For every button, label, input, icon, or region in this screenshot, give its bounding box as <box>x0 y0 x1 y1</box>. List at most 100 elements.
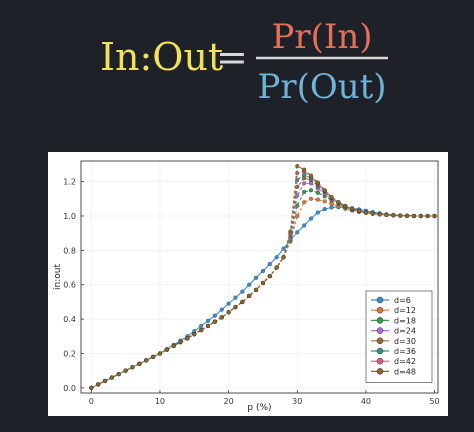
line-chart: 0 10 20 30 40 50 0.00.20.40.60.81.01.2 p (%) … <box>53 160 440 413</box>
data-point <box>315 190 320 195</box>
legend-item: d=42 <box>371 357 416 366</box>
data-point <box>199 328 204 333</box>
data-point <box>233 295 238 300</box>
data-point <box>308 181 314 186</box>
legend-marker <box>376 327 384 334</box>
formula-equals: = <box>216 35 248 79</box>
data-point <box>192 332 197 337</box>
data-point <box>308 216 314 221</box>
data-point <box>274 265 279 270</box>
formula-header: In:Out = Pr(In) Pr(Out) <box>100 17 388 107</box>
data-point <box>164 347 169 352</box>
data-point <box>281 246 286 251</box>
data-point <box>205 323 211 329</box>
legend-item: d=30 <box>371 337 416 346</box>
data-point <box>384 212 389 217</box>
data-point <box>405 213 410 218</box>
legend-item: d=18 <box>371 316 416 325</box>
data-point <box>308 173 314 178</box>
data-point <box>123 368 128 373</box>
data-point <box>254 287 259 292</box>
data-point <box>302 189 307 194</box>
data-point <box>377 212 382 217</box>
data-point <box>315 180 320 185</box>
legend-label: d=30 <box>394 337 416 346</box>
legend-item: d=12 <box>371 306 416 315</box>
data-point <box>102 378 108 384</box>
data-point <box>302 181 307 186</box>
data-point <box>274 255 279 260</box>
data-point <box>295 170 300 176</box>
data-point <box>247 282 252 287</box>
legend-label: d=48 <box>394 367 416 376</box>
x-axis-ticks: 0 10 20 30 40 50 <box>89 390 440 406</box>
data-point <box>302 223 307 228</box>
y-tick-label: 0.8 <box>63 246 76 255</box>
data-point <box>302 167 307 172</box>
legend-label: d=18 <box>394 316 416 325</box>
data-point <box>302 172 307 177</box>
data-point <box>233 305 238 310</box>
data-point <box>281 255 286 260</box>
data-point <box>302 176 307 181</box>
data-point <box>288 229 293 234</box>
data-point <box>302 200 307 205</box>
data-point <box>212 319 217 324</box>
data-point <box>205 318 211 323</box>
data-point <box>254 275 259 280</box>
data-point <box>137 361 142 366</box>
series-group <box>89 164 437 390</box>
data-point <box>116 372 121 377</box>
formula-numerator: Pr(In) <box>272 17 373 57</box>
legend-item: d=24 <box>371 327 416 336</box>
x-tick-label: 0 <box>89 397 94 406</box>
data-point <box>322 188 327 193</box>
data-point <box>315 197 320 202</box>
data-point <box>185 336 190 341</box>
data-point <box>329 205 334 210</box>
data-point <box>240 289 245 294</box>
formula-denominator: Pr(Out) <box>257 67 386 107</box>
data-point <box>308 188 314 193</box>
y-tick-label: 0.6 <box>63 281 76 290</box>
data-point <box>370 211 375 216</box>
legend-marker <box>376 368 384 375</box>
data-point <box>363 210 368 215</box>
data-point <box>260 280 265 286</box>
data-point <box>425 213 430 219</box>
data-point <box>322 207 327 212</box>
data-point <box>329 201 334 207</box>
x-axis-label: p (%) <box>247 403 271 413</box>
legend-label: d=24 <box>394 327 416 336</box>
data-point <box>336 200 341 205</box>
legend-item: d=48 <box>371 367 416 376</box>
data-point <box>343 203 348 209</box>
data-point <box>391 213 396 218</box>
legend-marker <box>376 296 384 304</box>
data-point <box>151 354 156 359</box>
data-point <box>295 203 300 208</box>
series-d-48 <box>89 164 437 390</box>
data-point <box>226 310 231 315</box>
x-tick-label: 50 <box>429 397 439 406</box>
data-point <box>247 293 252 298</box>
legend-marker <box>376 357 384 365</box>
formula-lhs: In:Out <box>100 35 223 79</box>
legend-item: d=36 <box>371 347 416 356</box>
data-point <box>308 196 314 201</box>
data-point <box>157 351 163 356</box>
x-tick-label: 10 <box>155 397 165 406</box>
data-point <box>144 358 149 363</box>
legend-label: d=36 <box>394 347 416 356</box>
y-tick-label: 1.0 <box>63 212 76 221</box>
data-point <box>212 313 217 318</box>
legend-marker <box>376 337 384 345</box>
data-point <box>418 213 423 219</box>
data-point <box>411 213 417 219</box>
data-point <box>356 208 362 213</box>
data-point <box>267 274 272 279</box>
data-point <box>295 230 300 235</box>
y-axis-ticks: 0.0 0.2 0.4 0.6 0.8 1.0 1.2 <box>63 178 84 393</box>
data-point <box>267 262 272 267</box>
x-tick-label: 20 <box>224 397 234 406</box>
